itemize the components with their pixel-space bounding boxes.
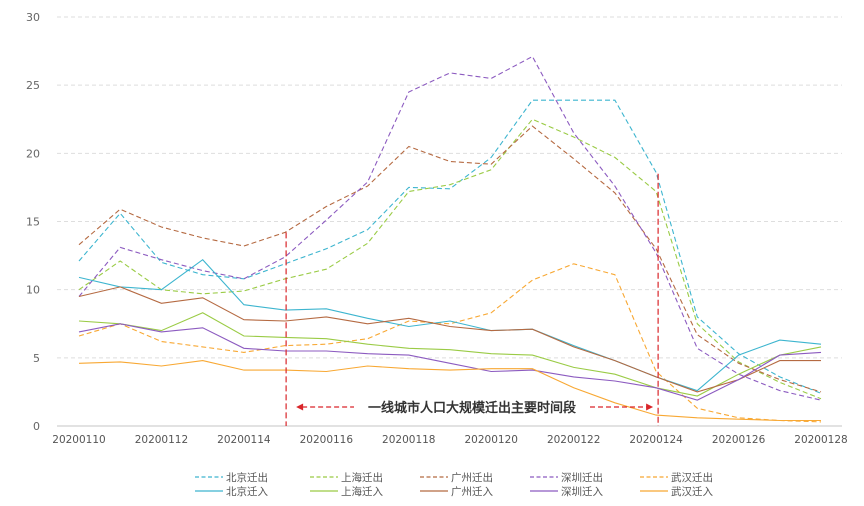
series-line-2 — [78, 118, 822, 400]
y-tick-label: 0 — [33, 420, 40, 433]
legend-label: 武汉迁出 — [671, 471, 713, 484]
annotation-text: 一线城市人口大规模迁出主要时间段 — [368, 400, 576, 416]
series-line-8 — [78, 286, 821, 393]
arrow-left-icon — [296, 403, 304, 411]
x-tick-label: 20200120 — [464, 434, 517, 446]
legend-label: 上海迁出 — [341, 471, 383, 484]
y-tick-label: 20 — [26, 147, 40, 160]
legend-label: 深圳迁出 — [561, 471, 603, 484]
legend-label: 广州迁入 — [451, 486, 493, 498]
y-tick-label: 25 — [26, 79, 40, 92]
legend-label: 广州迁出 — [451, 471, 493, 484]
series-line-5 — [78, 263, 822, 423]
x-tick-label: 20200128 — [794, 434, 847, 446]
legend-label: 北京迁入 — [226, 485, 268, 498]
y-tick-label: 5 — [33, 352, 40, 365]
series-line-10 — [78, 360, 821, 422]
x-tick-label: 20200114 — [217, 434, 271, 446]
series-line-6 — [78, 258, 822, 392]
x-tick-label: 20200126 — [712, 434, 766, 446]
series-line-4 — [78, 55, 822, 401]
x-tick-label: 20200124 — [629, 434, 683, 446]
arrow-right-icon — [646, 403, 654, 411]
x-tick-label: 20200110 — [52, 434, 105, 446]
y-tick-label: 30 — [26, 11, 40, 24]
x-tick-label: 20200112 — [135, 434, 188, 446]
legend-label: 深圳迁入 — [561, 486, 603, 498]
series-line-7 — [78, 312, 822, 397]
legend-label: 北京迁出 — [226, 471, 268, 484]
y-tick-label: 10 — [26, 284, 40, 297]
y-tick-label: 15 — [26, 216, 40, 229]
x-tick-label: 20200118 — [382, 434, 435, 446]
series-line-1 — [78, 99, 822, 394]
x-tick-label: 20200122 — [547, 434, 600, 446]
x-tick-label: 20200116 — [300, 434, 354, 446]
series-line-9 — [78, 323, 822, 401]
legend-label: 上海迁入 — [341, 485, 383, 498]
series-line-3 — [78, 125, 822, 393]
legend-label: 武汉迁入 — [671, 485, 713, 498]
